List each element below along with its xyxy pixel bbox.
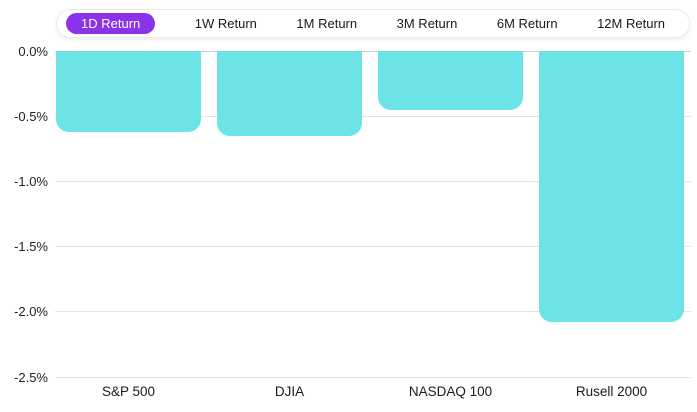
tab-1w-return[interactable]: 1W Return [194, 16, 257, 31]
gridline [55, 376, 691, 378]
return-period-tabbar: 1D Return 1W Return 1M Return 3M Return 6M R… [56, 9, 690, 38]
x-axis-category-label: DJIA [274, 384, 305, 399]
tab-1m-return[interactable]: 1M Return [296, 16, 358, 31]
zero-gridline [55, 50, 691, 52]
bar-rusell-2000 [539, 51, 684, 323]
bar-s-p-500 [56, 51, 201, 132]
y-axis-tick-label: -1.0% [14, 173, 48, 189]
y-axis-tick-label: -0.5% [14, 108, 48, 124]
y-axis-tick-label: -1.5% [14, 239, 48, 255]
tab-1d-return[interactable]: 1D Return [66, 13, 156, 34]
x-axis-category-label: S&P 500 [101, 384, 156, 399]
tab-12m-return[interactable]: 12M Return [597, 16, 665, 31]
gridline [55, 180, 691, 182]
y-axis-tick-label: -2.0% [14, 304, 48, 320]
gridline [55, 246, 691, 248]
gridline [55, 115, 691, 117]
x-axis-category-label: Rusell 2000 [575, 384, 648, 399]
gridline [55, 311, 691, 313]
x-axis-category-label: NASDAQ 100 [408, 384, 493, 399]
y-axis-tick-label: 0.0% [18, 43, 48, 59]
y-axis-tick-label: -2.5% [14, 369, 48, 385]
bar-djia [217, 51, 362, 136]
bar-nasdaq-100 [378, 51, 523, 110]
tab-3m-return[interactable]: 3M Return [396, 16, 458, 31]
tab-6m-return[interactable]: 6M Return [496, 16, 558, 31]
